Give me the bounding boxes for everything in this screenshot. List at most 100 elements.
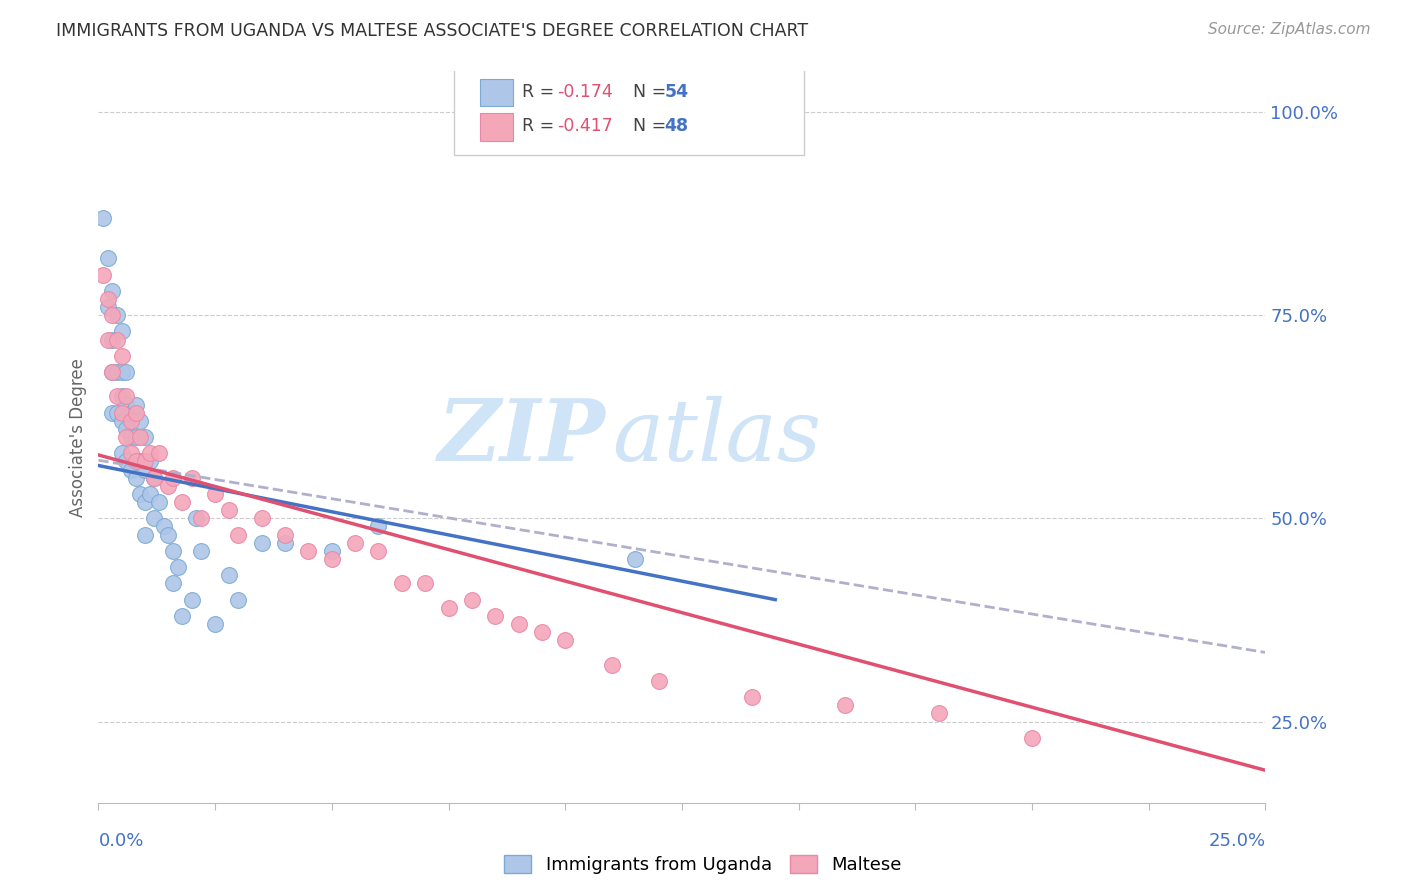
Point bbox=[190, 511, 212, 525]
Point bbox=[134, 430, 156, 444]
Point bbox=[162, 471, 184, 485]
Point bbox=[367, 544, 389, 558]
Text: R =: R = bbox=[522, 117, 560, 135]
Point bbox=[105, 365, 128, 379]
Point bbox=[413, 576, 436, 591]
Point bbox=[391, 576, 413, 591]
Point bbox=[274, 527, 297, 541]
FancyBboxPatch shape bbox=[479, 113, 513, 141]
Point bbox=[508, 617, 530, 632]
Point bbox=[111, 414, 134, 428]
Point bbox=[1021, 731, 1043, 745]
Point bbox=[97, 333, 120, 347]
Point bbox=[250, 511, 273, 525]
Point bbox=[101, 308, 124, 322]
Text: 48: 48 bbox=[665, 117, 689, 135]
Point bbox=[437, 600, 460, 615]
Point bbox=[125, 430, 148, 444]
Point bbox=[111, 365, 134, 379]
Point bbox=[344, 535, 367, 549]
Text: atlas: atlas bbox=[612, 396, 821, 478]
Point bbox=[115, 454, 138, 468]
Point bbox=[134, 462, 156, 476]
Point bbox=[120, 446, 142, 460]
Point bbox=[180, 592, 202, 607]
Point bbox=[115, 430, 138, 444]
Point bbox=[162, 544, 184, 558]
Point bbox=[134, 527, 156, 541]
Point bbox=[101, 284, 124, 298]
Point bbox=[152, 519, 174, 533]
Point bbox=[120, 414, 142, 428]
Text: Source: ZipAtlas.com: Source: ZipAtlas.com bbox=[1208, 22, 1371, 37]
Point bbox=[180, 471, 202, 485]
Point bbox=[834, 698, 856, 713]
Point bbox=[125, 406, 148, 420]
FancyBboxPatch shape bbox=[454, 64, 804, 155]
Point bbox=[139, 487, 162, 501]
Point bbox=[111, 349, 134, 363]
Point bbox=[91, 211, 114, 225]
Point bbox=[101, 406, 124, 420]
Point bbox=[274, 535, 297, 549]
Point bbox=[105, 308, 128, 322]
Point bbox=[105, 389, 128, 403]
Point bbox=[120, 406, 142, 420]
Text: N =: N = bbox=[633, 117, 672, 135]
Point bbox=[125, 471, 148, 485]
Point bbox=[111, 389, 134, 403]
Text: -0.417: -0.417 bbox=[557, 117, 613, 135]
Point bbox=[461, 592, 484, 607]
Point bbox=[91, 268, 114, 282]
Text: IMMIGRANTS FROM UGANDA VS MALTESE ASSOCIATE'S DEGREE CORRELATION CHART: IMMIGRANTS FROM UGANDA VS MALTESE ASSOCI… bbox=[56, 22, 808, 40]
Point bbox=[297, 544, 319, 558]
Text: 54: 54 bbox=[665, 83, 689, 101]
Point bbox=[129, 414, 152, 428]
Point bbox=[129, 430, 152, 444]
Point bbox=[143, 511, 166, 525]
Point bbox=[125, 454, 148, 468]
Point bbox=[101, 365, 124, 379]
Point bbox=[172, 495, 194, 509]
Point bbox=[162, 576, 184, 591]
Point bbox=[111, 406, 134, 420]
Point bbox=[218, 503, 240, 517]
Point bbox=[97, 252, 120, 266]
Point bbox=[321, 544, 343, 558]
Point bbox=[321, 552, 343, 566]
Point bbox=[101, 365, 124, 379]
Point bbox=[134, 454, 156, 468]
Point bbox=[148, 495, 170, 509]
Point bbox=[554, 633, 576, 648]
Point bbox=[111, 325, 134, 339]
Point bbox=[120, 462, 142, 476]
Point bbox=[129, 454, 152, 468]
Point bbox=[143, 471, 166, 485]
Point bbox=[741, 690, 763, 705]
Point bbox=[120, 430, 142, 444]
Text: R =: R = bbox=[522, 83, 560, 101]
Point bbox=[157, 527, 180, 541]
Point bbox=[115, 365, 138, 379]
Point bbox=[530, 625, 553, 640]
Point bbox=[105, 333, 128, 347]
Point bbox=[172, 608, 194, 623]
Point bbox=[97, 292, 120, 306]
Y-axis label: Associate's Degree: Associate's Degree bbox=[69, 358, 87, 516]
Text: N =: N = bbox=[633, 83, 672, 101]
Point bbox=[218, 568, 240, 582]
Text: 0.0%: 0.0% bbox=[98, 832, 143, 850]
Point bbox=[228, 527, 250, 541]
Text: -0.174: -0.174 bbox=[557, 83, 613, 101]
Point bbox=[115, 398, 138, 412]
FancyBboxPatch shape bbox=[479, 78, 513, 106]
Text: ZIP: ZIP bbox=[439, 395, 606, 479]
Point bbox=[101, 333, 124, 347]
Point bbox=[166, 560, 188, 574]
Point bbox=[115, 389, 138, 403]
Point bbox=[928, 706, 950, 721]
Point bbox=[367, 519, 389, 533]
Point bbox=[250, 535, 273, 549]
Point bbox=[134, 495, 156, 509]
Point bbox=[624, 552, 647, 566]
